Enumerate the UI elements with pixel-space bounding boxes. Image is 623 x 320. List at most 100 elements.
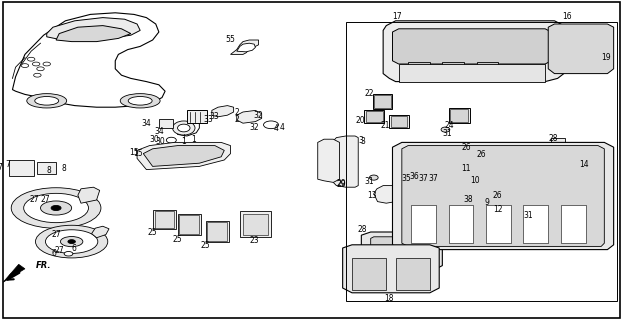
Text: 4: 4 [280,124,285,132]
Bar [9,160,34,176]
Bar [408,62,430,74]
Polygon shape [399,64,545,82]
Bar [389,115,409,128]
Ellipse shape [178,124,190,132]
Bar [523,205,548,243]
Bar [374,95,391,108]
Ellipse shape [68,240,75,244]
Polygon shape [143,146,224,166]
Text: 27: 27 [29,196,39,204]
Ellipse shape [36,225,108,258]
Polygon shape [212,106,234,117]
Text: 14: 14 [579,160,589,169]
Text: 31: 31 [523,211,533,220]
Text: 34: 34 [154,127,164,136]
Ellipse shape [460,143,468,148]
Ellipse shape [34,73,41,77]
Text: 30: 30 [149,135,159,144]
Ellipse shape [51,205,61,211]
Text: 25: 25 [201,241,211,250]
Ellipse shape [491,191,500,196]
Text: 7: 7 [0,164,2,172]
Ellipse shape [35,97,59,105]
Text: 2: 2 [234,116,239,124]
Bar [449,108,470,123]
Polygon shape [318,139,340,182]
Text: 29: 29 [336,180,346,189]
Text: 36: 36 [409,172,419,181]
Text: 6: 6 [52,249,57,258]
Text: 20: 20 [355,116,365,125]
Ellipse shape [43,62,50,66]
Text: 16: 16 [562,12,572,21]
Ellipse shape [441,127,450,132]
Ellipse shape [264,121,278,129]
Polygon shape [78,187,100,203]
Bar [178,214,201,235]
Bar [155,211,174,228]
Bar [551,138,565,147]
Text: 26: 26 [461,143,471,152]
Text: 31: 31 [442,129,452,138]
Bar [207,222,227,241]
Text: 26: 26 [477,150,487,159]
Ellipse shape [64,252,73,256]
Polygon shape [12,13,165,107]
Text: 2: 2 [234,108,239,117]
Text: 8: 8 [61,164,66,173]
Text: 38: 38 [464,195,473,204]
Ellipse shape [128,97,152,105]
Text: 1: 1 [181,137,186,146]
Bar [449,205,473,243]
Text: 18: 18 [384,294,394,303]
Bar [243,214,268,235]
Ellipse shape [173,121,195,135]
Polygon shape [237,110,262,123]
Polygon shape [392,142,614,250]
Ellipse shape [60,236,83,247]
Text: 19: 19 [601,53,611,62]
Polygon shape [47,18,140,40]
Polygon shape [548,147,583,174]
Text: 27: 27 [54,246,64,255]
Bar [187,110,207,123]
Polygon shape [548,24,614,74]
Bar [159,119,173,128]
Ellipse shape [32,62,40,66]
Text: 25: 25 [148,228,158,237]
Ellipse shape [45,230,98,253]
Text: 33: 33 [204,115,214,124]
Text: 4: 4 [273,124,278,133]
Bar [411,205,436,243]
Bar [206,221,229,242]
Ellipse shape [410,169,422,177]
Bar [153,210,176,229]
Polygon shape [237,43,255,52]
Text: 34: 34 [141,119,151,128]
Ellipse shape [21,64,29,68]
Bar [450,109,468,122]
Text: 5: 5 [229,35,234,44]
Text: 21: 21 [380,121,390,130]
Polygon shape [402,146,604,246]
Text: 29: 29 [336,179,346,188]
Polygon shape [92,226,109,238]
Bar [477,62,498,74]
Polygon shape [343,245,439,293]
Text: 25: 25 [173,235,183,244]
Text: 31: 31 [364,177,374,186]
Text: 23: 23 [249,236,259,245]
Polygon shape [371,237,433,267]
Bar [346,22,617,301]
Text: 15: 15 [129,148,139,157]
Bar [561,205,586,243]
Ellipse shape [166,137,176,143]
Text: 17: 17 [392,12,402,21]
Text: 3: 3 [360,137,365,146]
Text: 7: 7 [5,160,10,169]
Bar [442,62,464,74]
Text: FR.: FR. [36,261,51,270]
Ellipse shape [467,175,477,180]
Bar [373,94,392,109]
Bar [240,211,271,237]
